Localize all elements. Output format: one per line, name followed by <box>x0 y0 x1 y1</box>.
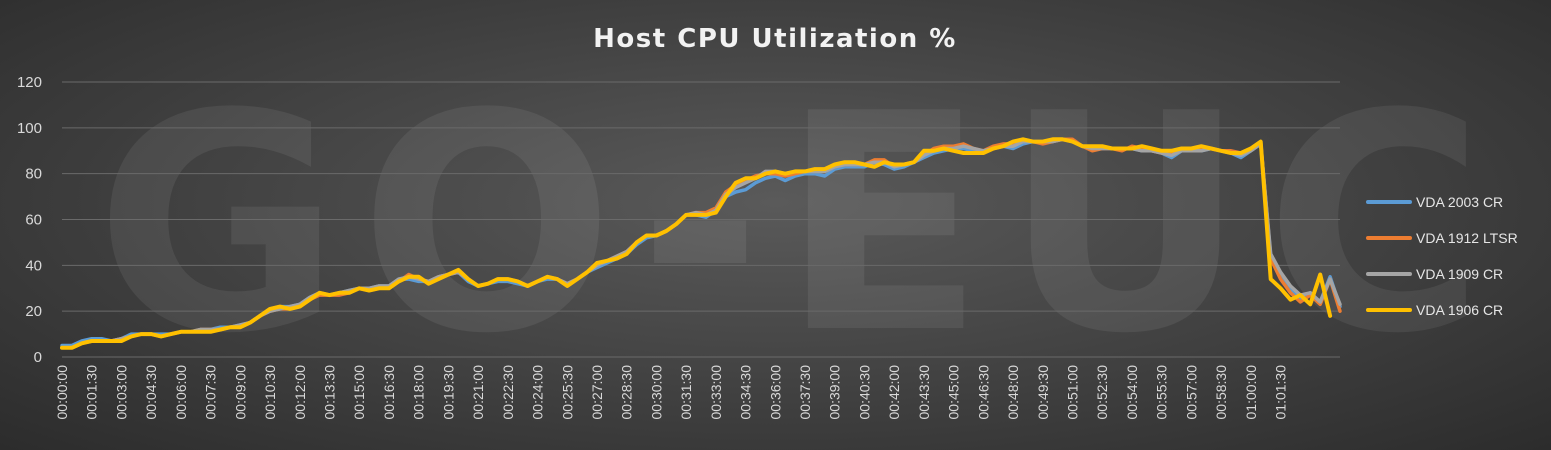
legend-label: VDA 1909 CR <box>1416 266 1503 282</box>
x-tick-label: 00:13:30 <box>321 365 337 420</box>
x-tick-label: 01:01:30 <box>1273 365 1289 420</box>
watermark-logo: GO-EUC <box>95 50 1503 399</box>
x-tick-label: 00:04:30 <box>143 365 159 420</box>
series-lines <box>60 137 1342 350</box>
x-tick-label: 00:48:00 <box>1005 365 1021 420</box>
y-axis-ticks: 0 20 40 60 80 100 120 <box>17 74 42 366</box>
x-tick-label: 00:55:30 <box>1154 365 1170 420</box>
y-tick-label: 0 <box>34 349 42 366</box>
x-tick-label: 00:15:00 <box>351 365 367 420</box>
series-line-vda-1906-cr <box>60 137 1333 350</box>
x-tick-label: 00:22:30 <box>500 365 516 420</box>
x-tick-label: 00:34:30 <box>738 365 754 420</box>
y-tick-label: 80 <box>25 166 42 183</box>
x-tick-label: 00:37:30 <box>797 365 813 420</box>
x-tick-label: 00:54:00 <box>1124 365 1140 420</box>
y-tick-label: 20 <box>25 303 42 320</box>
x-tick-label: 00:12:00 <box>292 365 308 420</box>
legend-label: VDA 1912 LTSR <box>1416 230 1518 246</box>
x-tick-label: 00:24:00 <box>530 365 546 420</box>
x-tick-label: 00:07:30 <box>203 365 219 420</box>
x-tick-label: 00:09:00 <box>232 365 248 420</box>
x-tick-label: 00:46:30 <box>975 365 991 420</box>
legend-label: VDA 1906 CR <box>1416 302 1503 318</box>
y-tick-label: 100 <box>17 120 42 137</box>
x-tick-label: 00:18:00 <box>411 365 427 420</box>
x-tick-label: 00:49:30 <box>1035 365 1051 420</box>
x-tick-label: 00:58:30 <box>1213 365 1229 420</box>
x-tick-label: 00:00:00 <box>54 365 70 420</box>
x-tick-label: 00:19:30 <box>440 365 456 420</box>
x-tick-label: 01:00:00 <box>1243 365 1259 420</box>
x-tick-label: 00:28:30 <box>619 365 635 420</box>
x-tick-label: 00:52:30 <box>1094 365 1110 420</box>
x-tick-label: 00:21:00 <box>470 365 486 420</box>
chart-title: Host CPU Utilization % <box>593 24 957 54</box>
x-tick-label: 00:57:00 <box>1183 365 1199 420</box>
legend: VDA 2003 CR VDA 1912 LTSR VDA 1909 CR VDA 1… <box>1366 194 1518 318</box>
x-tick-label: 00:03:00 <box>113 365 129 420</box>
x-tick-label: 00:25:30 <box>559 365 575 420</box>
x-tick-label: 00:31:30 <box>678 365 694 420</box>
x-tick-label: 00:10:30 <box>262 365 278 420</box>
x-tick-label: 00:33:00 <box>708 365 724 420</box>
x-tick-label: 00:01:30 <box>84 365 100 420</box>
legend-label: VDA 2003 CR <box>1416 194 1503 210</box>
y-tick-label: 120 <box>17 74 42 91</box>
x-axis-ticks: 00:00:00 00:01:30 00:03:00 00:04:30 00:06:00… <box>54 365 1289 420</box>
x-tick-label: 00:06:00 <box>173 365 189 420</box>
x-tick-label: 00:27:00 <box>589 365 605 420</box>
x-tick-label: 00:16:30 <box>381 365 397 420</box>
x-tick-label: 00:30:00 <box>648 365 664 420</box>
x-tick-label: 00:42:00 <box>886 365 902 420</box>
x-tick-label: 00:45:00 <box>946 365 962 420</box>
x-tick-label: 00:40:30 <box>856 365 872 420</box>
y-tick-label: 40 <box>25 257 42 274</box>
x-tick-label: 00:43:30 <box>916 365 932 420</box>
x-tick-label: 00:39:00 <box>827 365 843 420</box>
x-tick-label: 00:36:00 <box>767 365 783 420</box>
y-tick-label: 60 <box>25 212 42 229</box>
x-tick-label: 00:51:00 <box>1065 365 1081 420</box>
